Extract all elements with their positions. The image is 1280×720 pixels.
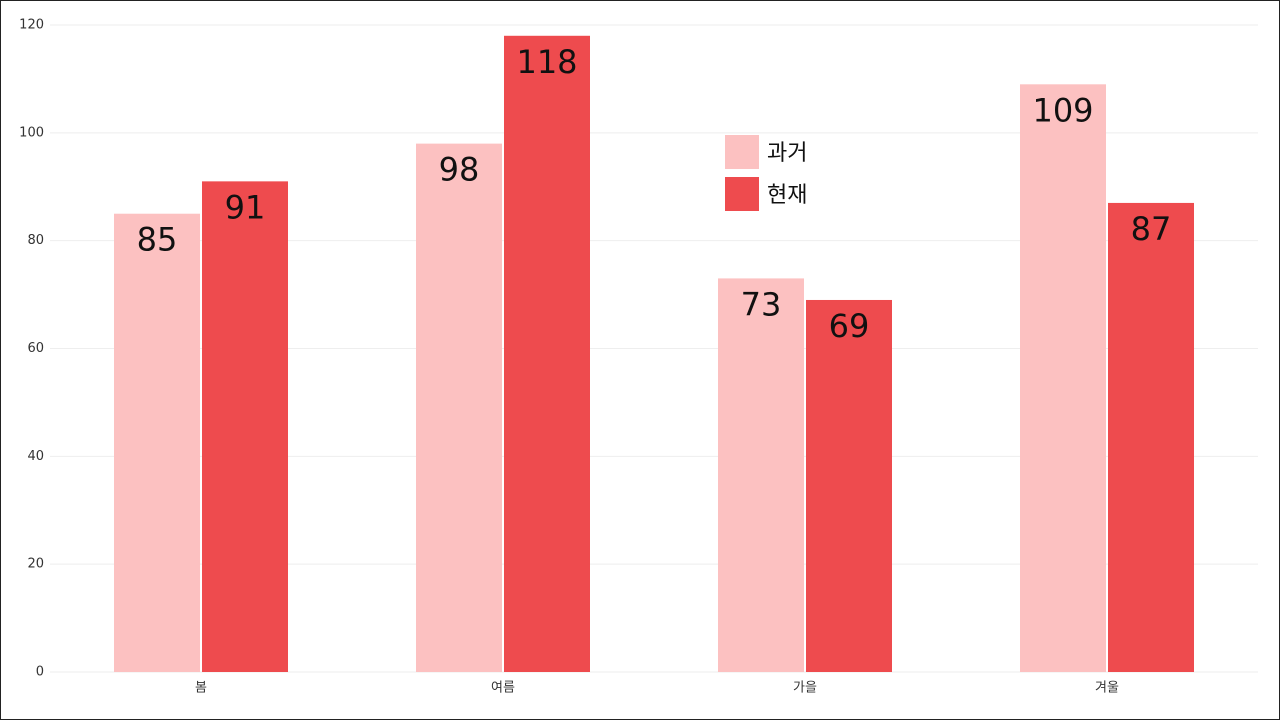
bar bbox=[1020, 84, 1106, 672]
data-label: 87 bbox=[1131, 210, 1172, 248]
bar bbox=[718, 278, 804, 672]
y-tick-label: 20 bbox=[27, 557, 44, 572]
legend-swatch bbox=[725, 177, 759, 211]
data-label: 69 bbox=[829, 307, 870, 345]
y-tick-label: 60 bbox=[27, 341, 44, 356]
x-tick-label: 봄 bbox=[195, 681, 207, 696]
x-tick-label: 여름 bbox=[491, 681, 515, 696]
data-label: 91 bbox=[225, 188, 266, 226]
data-label: 85 bbox=[137, 221, 178, 259]
bar bbox=[806, 299, 892, 672]
y-tick-label: 0 bbox=[36, 665, 44, 680]
data-label: 109 bbox=[1032, 91, 1093, 129]
y-tick-label: 80 bbox=[27, 233, 44, 248]
y-tick-label: 120 bbox=[19, 18, 44, 33]
bar bbox=[114, 213, 200, 673]
y-tick-label: 40 bbox=[27, 449, 44, 464]
data-label: 73 bbox=[741, 285, 782, 323]
data-label: 98 bbox=[439, 151, 480, 189]
bar bbox=[504, 35, 590, 673]
legend-label: 현재 bbox=[767, 183, 807, 208]
legend-swatch bbox=[725, 135, 759, 169]
bar bbox=[416, 143, 502, 672]
y-tick-label: 100 bbox=[19, 125, 44, 140]
bar bbox=[1108, 202, 1194, 673]
x-tick-label: 겨울 bbox=[1095, 681, 1119, 696]
legend-label: 과거 bbox=[767, 141, 807, 166]
data-label: 118 bbox=[516, 43, 577, 81]
x-tick-label: 가을 bbox=[793, 681, 817, 696]
bar bbox=[202, 181, 288, 672]
